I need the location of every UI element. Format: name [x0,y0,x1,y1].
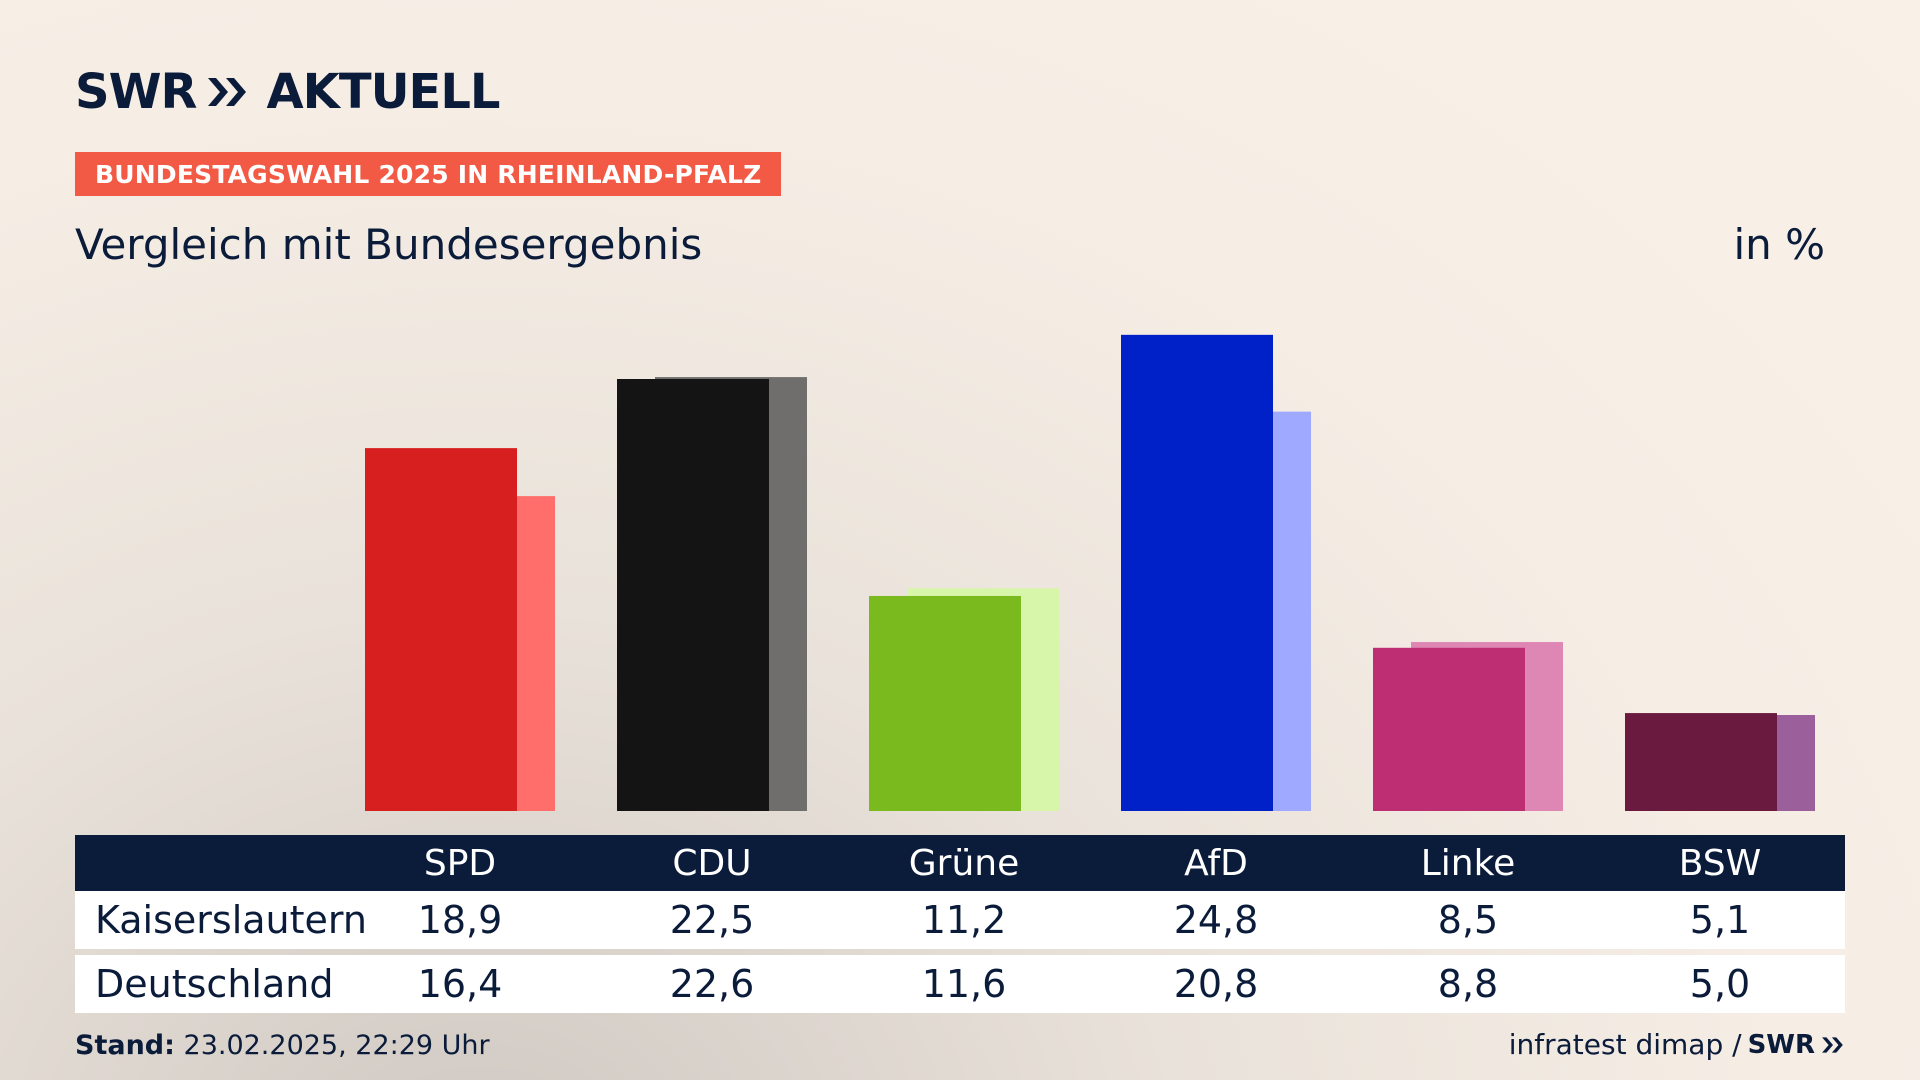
header-cell-cdu: CDU [672,842,752,884]
aktuell-wordmark: AKTUELL [266,64,500,120]
bar-kaiserslautern-bsw [1625,713,1777,811]
value-cell-cdu: 22,5 [669,898,755,942]
value-cell-afd: 20,8 [1173,962,1259,1006]
source-text: infratest dimap / [1508,1028,1742,1061]
value-cell-spd: 16,4 [417,962,503,1006]
header-cell-linke: Linke [1420,842,1516,884]
bar-kaiserslautern-cdu [617,379,769,811]
double-chevron-icon [1822,1036,1843,1053]
value-cell-spd: 18,9 [417,898,503,942]
source-credit: infratest dimap / SWR [1509,1028,1845,1061]
bar-kaiserslautern-spd [365,448,517,811]
header-cell-spd: SPD [423,842,497,884]
stand-value: 23.02.2025, 22:29 Uhr [183,1030,490,1061]
value-cell-bsw: 5,0 [1689,962,1751,1006]
timestamp: Stand: 23.02.2025, 22:29 Uhr [75,1030,490,1061]
table-header: SPD CDU Grüne AfD Linke BSW [75,835,1845,891]
value-cell-gr-ne: 11,6 [921,962,1007,1006]
table-row: Deutschland 16,4 22,6 11,6 20,8 8,8 5,0 [75,955,1845,1013]
header-cell-gr-ne: Grüne [908,842,1020,884]
header-cell-bsw: BSW [1678,842,1762,884]
chart-subtitle: Vergleich mit Bundesergebnis [75,220,703,269]
header-cell-afd: AfD [1184,842,1248,884]
value-cell-cdu: 22,6 [669,962,755,1006]
bar-kaiserslautern-afd [1121,334,1273,811]
stand-label: Stand: [75,1030,175,1061]
value-cell-gr-ne: 11,2 [921,898,1007,942]
unit-label: in % [1733,220,1825,269]
bar-kaiserslautern-gr-ne [869,595,1021,811]
row-label-deutschland: Deutschland [95,962,334,1006]
value-cell-bsw: 5,1 [1689,898,1751,942]
bar-kaiserslautern-linke [1373,647,1525,811]
value-cell-linke: 8,5 [1437,898,1499,942]
table-row: Kaiserslautern 18,9 22,5 11,2 24,8 8,5 5,1 [75,891,1845,949]
swr-mini-logo: SWR [1747,1029,1815,1060]
election-kicker: BUNDESTAGSWAHL 2025 IN RHEINLAND-PFALZ [75,152,782,196]
swr-aktuell-logo: SWR AKTUELL [75,64,501,120]
row-label-kaiserslautern: Kaiserslautern [95,898,367,942]
double-chevron-icon [208,78,247,106]
value-cell-linke: 8,8 [1437,962,1499,1006]
value-cell-afd: 24,8 [1173,898,1259,942]
swr-wordmark: SWR [75,64,197,120]
results-table: SPD CDU Grüne AfD Linke BSW Kaiserslautern 18… [75,835,1845,1013]
